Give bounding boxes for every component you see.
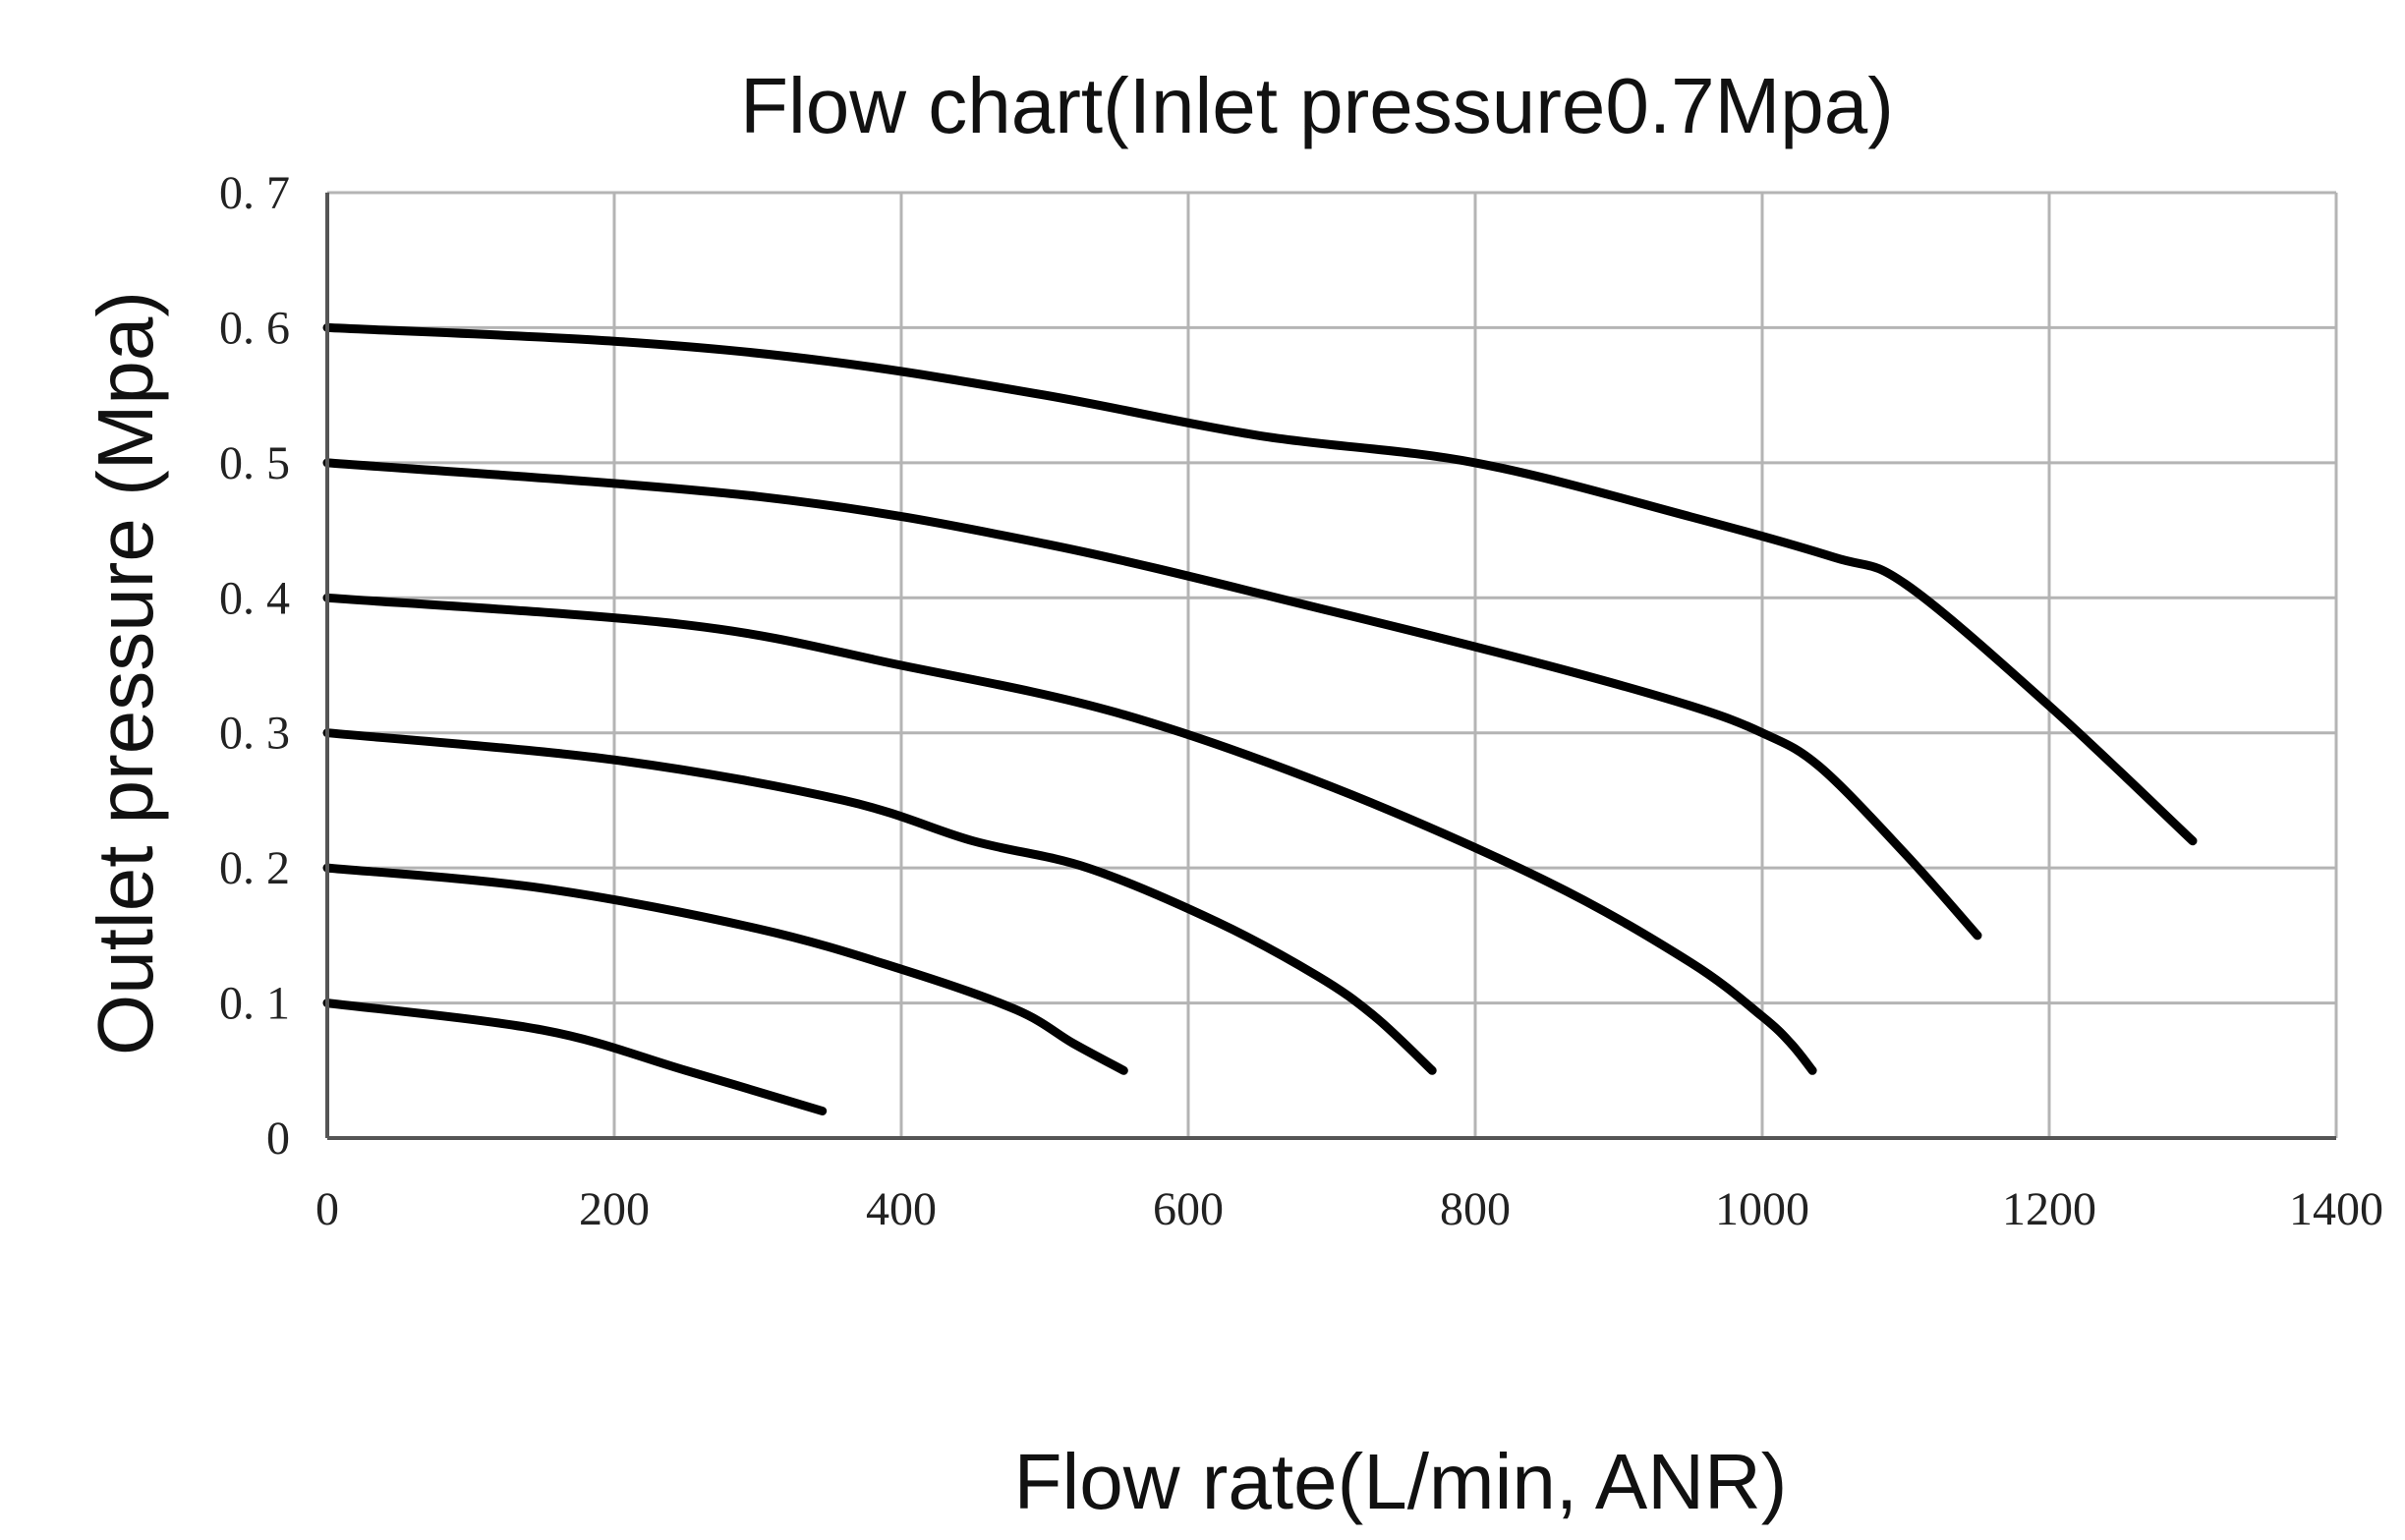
y-axis-title: Outlet pressure (Mpa) [82,291,169,1055]
series-line-4 [322,593,1817,1075]
x-axis-title: Flow rate(L/min, ANR) [1014,1438,1788,1525]
data-series [322,322,2198,1115]
x-tick-labels: 0 200 400 600 800 1000 1200 1400 [315,1183,2383,1235]
grid-lines [325,191,2338,1140]
y-tick-labels: 0 0. 1 0. 2 0. 3 0. 4 0. 5 0. 6 0. 7 [219,167,290,1165]
axes [325,193,2336,1140]
x-tick-label: 1400 [2289,1183,2383,1235]
x-tick-label: 400 [866,1183,937,1235]
x-tick-label: 800 [1440,1183,1511,1235]
y-tick-label: 0. 2 [219,842,290,894]
y-tick-label: 0 [266,1112,290,1165]
y-tick-label: 0. 3 [219,708,290,760]
y-tick-label: 0. 7 [219,167,290,219]
x-tick-label: 200 [579,1183,650,1235]
x-tick-label: 600 [1153,1183,1224,1235]
y-tick-label: 0. 4 [219,572,290,624]
x-tick-label: 1200 [2002,1183,2096,1235]
x-tick-label: 1000 [1715,1183,1809,1235]
series-line-3 [322,728,1437,1075]
x-tick-label: 0 [315,1183,339,1235]
y-tick-label: 0. 1 [219,978,290,1030]
chart-title: Flow chart(Inlet pressure0.7Mpa) [740,62,1894,149]
series-line-5 [322,458,1982,941]
series-line-2 [322,863,1128,1075]
y-tick-label: 0. 6 [219,302,290,354]
y-tick-label: 0. 5 [219,437,290,489]
series-line-1 [322,998,828,1115]
series-line-6 [322,322,2198,846]
